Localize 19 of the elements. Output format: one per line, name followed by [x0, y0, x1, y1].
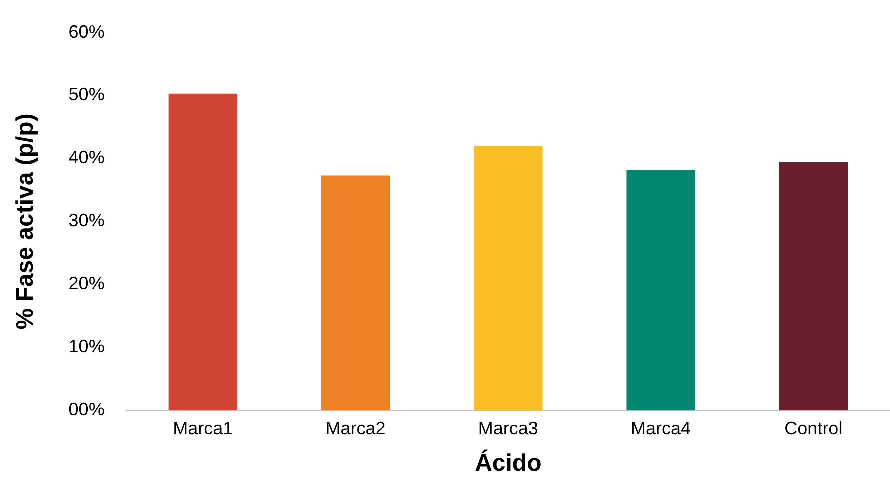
- bar: [626, 170, 696, 411]
- x-axis-title: Ácido: [475, 449, 542, 478]
- y-tick-label: 00%: [68, 400, 105, 420]
- bar: [321, 176, 390, 411]
- y-axis-title: % Fase activa (p/p): [12, 114, 40, 330]
- x-tick-label: Marca2: [326, 418, 386, 438]
- y-tick-label: 20%: [68, 274, 105, 294]
- y-tick-label: 60%: [68, 22, 105, 42]
- x-tick-label: Marca4: [631, 418, 692, 438]
- bar: [779, 162, 848, 411]
- bar: [168, 94, 238, 411]
- y-tick-label: 50%: [68, 84, 105, 105]
- y-tick-label: 10%: [68, 336, 105, 357]
- bar: [474, 146, 543, 411]
- y-tick-label: 40%: [68, 148, 105, 168]
- y-tick-label: 30%: [68, 210, 105, 231]
- x-tick-label: Marca1: [173, 418, 234, 438]
- x-tick-label: Marca3: [478, 418, 538, 438]
- x-tick-label: Control: [784, 418, 843, 438]
